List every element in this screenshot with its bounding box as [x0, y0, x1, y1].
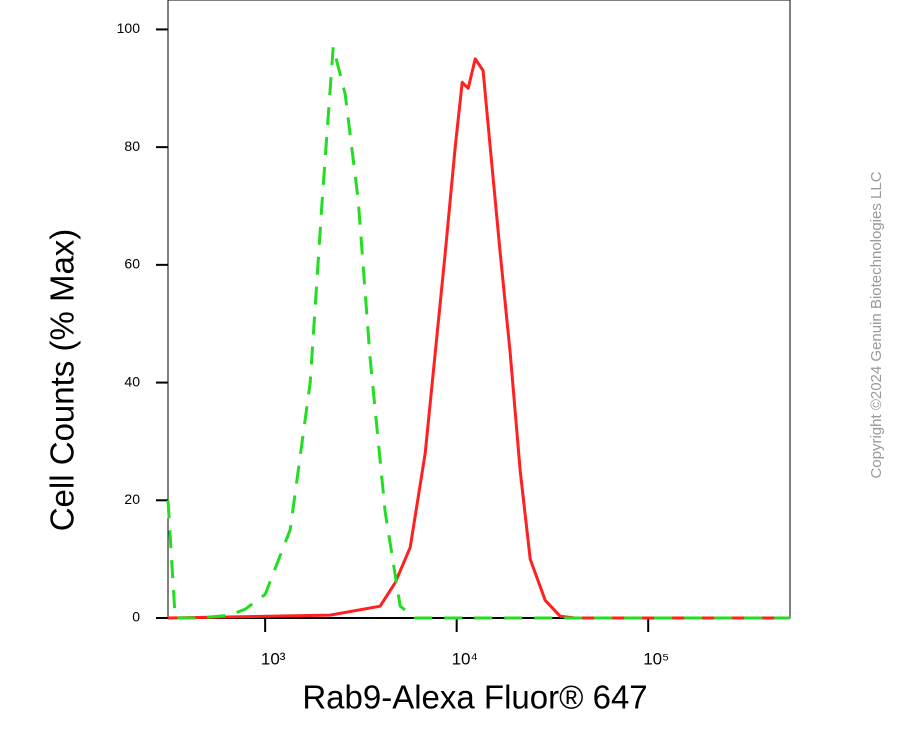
y-tick-label: 40 [124, 373, 140, 389]
watermark: Copyright ©2024 Genuin Biotechnologies L… [868, 171, 885, 478]
plot-frame [167, 0, 791, 619]
x-axis-label: Rab9-Alexa Fluor® 647 [302, 679, 647, 716]
y-tick-label: 20 [124, 491, 140, 507]
y-axis-label: Cell Counts (% Max) [44, 229, 81, 532]
y-tick-label: 100 [117, 20, 141, 36]
x-tick-label: 10⁵ [643, 649, 669, 668]
y-tick-label: 80 [124, 138, 140, 154]
y-tick-label: 0 [132, 609, 140, 625]
x-tick-label: 10³ [261, 649, 286, 668]
series-line [167, 57, 790, 620]
series-line [166, 45, 790, 620]
y-tick-label: 60 [124, 256, 140, 272]
x-tick-label: 10⁴ [452, 649, 478, 668]
